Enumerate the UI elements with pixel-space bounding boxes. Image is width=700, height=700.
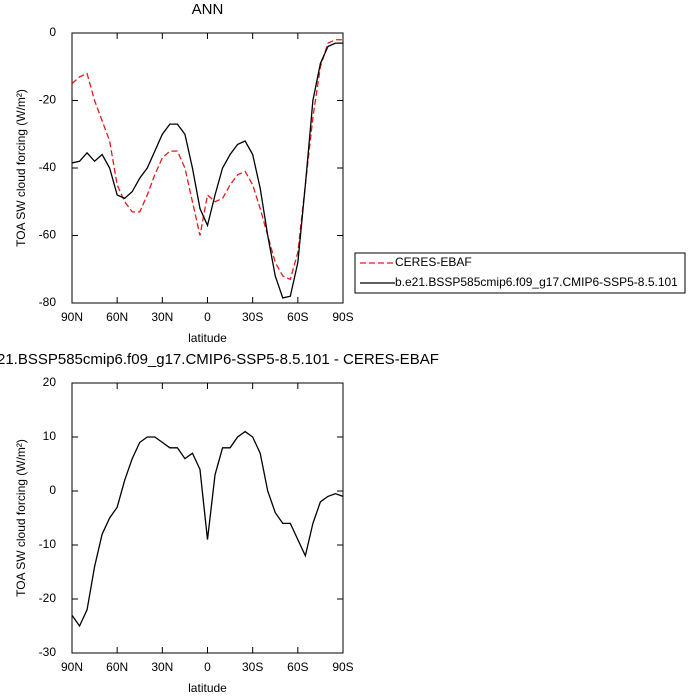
y-tick-label: 10	[43, 429, 57, 443]
x-tick-label: 60S	[287, 660, 308, 674]
x-tick-label: 90N	[61, 660, 83, 674]
x-tick-label: 30S	[242, 310, 263, 324]
y-tick-label: -80	[39, 295, 57, 309]
x-axis-label: latitude	[188, 681, 227, 695]
x-tick-label: 30S	[242, 660, 263, 674]
x-tick-label: 90S	[332, 310, 353, 324]
y-tick-label: 0	[49, 483, 56, 497]
y-tick-label: -20	[39, 93, 57, 107]
plot-frame	[71, 382, 344, 654]
data-line	[71, 430, 344, 628]
x-tick-label: 0	[204, 660, 211, 674]
x-tick-label: 30N	[151, 660, 173, 674]
y-tick-label: -30	[39, 645, 57, 659]
y-axis-label: TOA SW cloud forcing (W/m²)	[14, 439, 28, 597]
y-tick-label: -10	[39, 537, 57, 551]
x-axis-label: latitude	[188, 331, 227, 345]
y-tick-label: -60	[39, 228, 57, 242]
y-tick-label: 0	[49, 25, 56, 39]
legend-box	[354, 252, 686, 294]
chart-title: b.e21.BSSP585cmip6.f09_g17.CMIP6-SSP5-8.…	[0, 351, 439, 368]
legend-label: b.e21.BSSP585cmip6.f09_g17.CMIP6-SSP5-8.…	[395, 275, 678, 289]
chart-title: ANN	[192, 1, 224, 18]
x-tick-label: 90N	[61, 310, 83, 324]
legend-label: CERES-EBAF	[395, 255, 472, 269]
data-line	[71, 39, 343, 281]
x-tick-label: 0	[204, 310, 211, 324]
data-line	[71, 42, 343, 299]
x-tick-label: 60N	[106, 310, 128, 324]
y-tick-label: -20	[39, 591, 57, 605]
x-tick-label: 90S	[332, 660, 353, 674]
x-tick-label: 30N	[151, 310, 173, 324]
x-tick-label: 60S	[287, 310, 308, 324]
y-tick-label: -40	[39, 160, 57, 174]
plot-frame	[71, 32, 344, 304]
x-tick-label: 60N	[106, 660, 128, 674]
y-tick-label: 20	[43, 375, 57, 389]
y-axis-label: TOA SW cloud forcing (W/m²)	[14, 89, 28, 247]
